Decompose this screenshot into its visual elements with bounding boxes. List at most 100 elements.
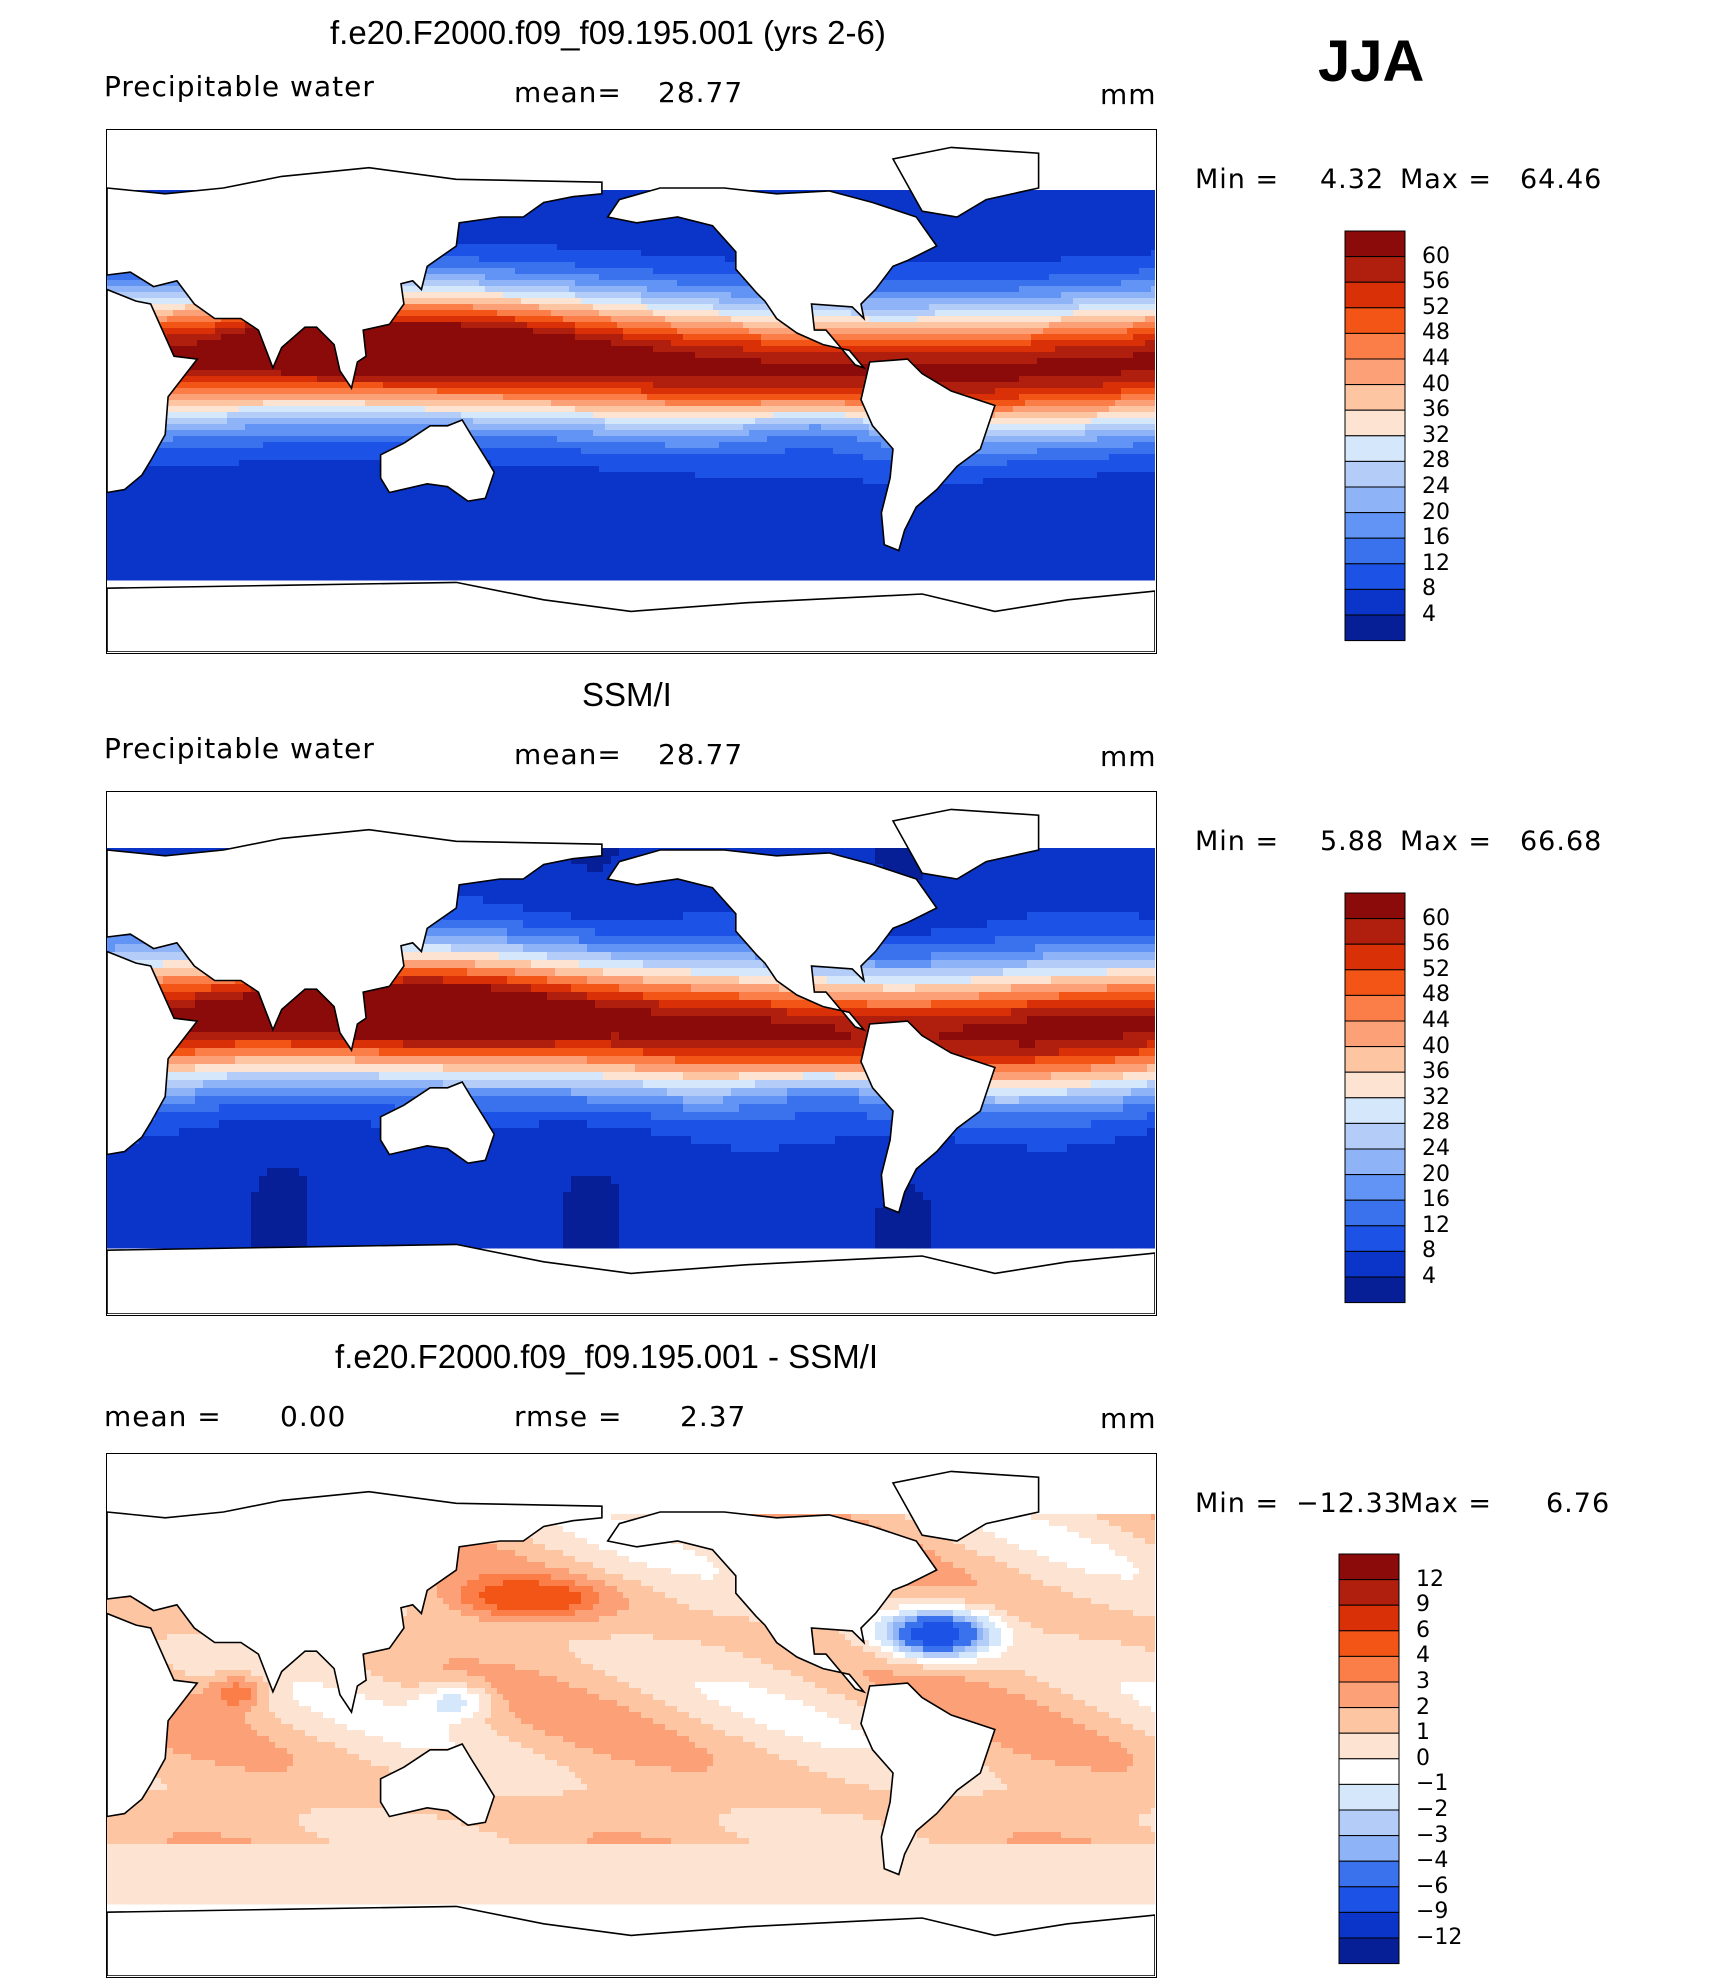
colorbar-box [1344,230,1406,258]
colorbar-tick-label: 24 [1422,474,1450,499]
colorbar-tick-label: −1 [1416,1771,1448,1796]
continent-shape [860,1682,996,1876]
panel2-mean-label: mean= [514,738,622,771]
colorbar-tick-label: 60 [1422,244,1450,269]
colorbar-box [1344,1046,1406,1073]
colorbar-tick-label: −3 [1416,1823,1448,1848]
colorbar-box [1344,409,1406,437]
panel3-min-label: Min = [1195,1488,1279,1519]
panel2-colorbar: 60 56 52 48 44 40 36 32 28 24 20 16 12 8 4 [1344,892,1484,1304]
colorbar-box [1344,1250,1406,1278]
panel2-max-value: 66.68 [1520,826,1602,857]
colorbar-tick-label: 4 [1422,602,1436,627]
colorbar-box [1338,1783,1400,1811]
colorbar-box [1338,1758,1400,1785]
panel2-min-label: Min = [1195,826,1279,857]
colorbar-tick-label: 40 [1422,372,1450,397]
continent-outlines [107,146,1155,652]
panel3-rmse-label: rmse = [514,1400,622,1433]
panel1-map-svg [107,146,1155,652]
colorbar-tick-label: 28 [1422,448,1450,473]
panel1-min-label: Min = [1195,164,1279,195]
panel1-max-label: Max = [1400,164,1492,195]
colorbar-box [1344,486,1406,514]
continent-shape [107,581,1155,652]
panel3-map [106,1453,1157,1978]
colorbar-box [1344,281,1406,309]
panel3-min-value: −12.33 [1296,1488,1402,1519]
colorbar-box [1344,1225,1406,1252]
colorbar-box [1344,588,1406,616]
colorbar-tick-label: 1 [1416,1720,1430,1745]
panel2-min-value: 5.88 [1320,826,1384,857]
colorbar-box [1344,1122,1406,1150]
colorbar-box [1344,332,1406,360]
colorbar-box [1344,1071,1406,1099]
colorbar-box [1344,256,1406,283]
colorbar-box [1344,1174,1406,1201]
colorbar-tick-label: 12 [1416,1567,1444,1592]
colorbar-tick-label: 28 [1422,1110,1450,1135]
colorbar-tick-label: 52 [1422,957,1450,982]
panel2-map [106,791,1157,1316]
colorbar-tick-label: 48 [1422,320,1450,345]
continent-shape [606,1511,938,1694]
colorbar-tick-label: −12 [1416,1925,1462,1950]
colorbar-tick-label: 44 [1422,1008,1450,1033]
panel1-title: f.e20.F2000.f09_f09.195.001 (yrs 2-6) [330,14,886,52]
colorbar-box [1338,1732,1400,1760]
panel1-mean-label: mean= [514,76,622,109]
panel2-title: SSM/I [582,676,672,714]
colorbar-box [1338,1860,1400,1888]
continent-shape [891,146,1040,218]
colorbar-tick-label: 20 [1422,1162,1450,1187]
continent-shape [891,808,1040,880]
colorbar-tick-label: 56 [1422,269,1450,294]
colorbar-box [1344,435,1406,462]
colorbar-tick-label: 8 [1422,576,1436,601]
continent-shape [860,358,996,552]
panel2-mean-value: 28.77 [658,738,743,771]
colorbar-tick-label: 32 [1422,423,1450,448]
continent-shape [860,1020,996,1214]
colorbar-box [1344,969,1406,996]
colorbar-box [1338,1809,1400,1837]
continent-shape [107,288,199,494]
colorbar-tick-label: −2 [1416,1797,1448,1822]
continent-shape [107,166,603,391]
panel1-units: mm [1100,78,1157,111]
colorbar-tick-label: 9 [1416,1592,1430,1617]
colorbar-box [1344,892,1406,920]
colorbar-tick-label: 3 [1416,1669,1430,1694]
colorbar-tick-label: 56 [1422,931,1450,956]
colorbar-tick-label: 6 [1416,1618,1430,1643]
panel3-map-svg [107,1470,1155,1976]
colorbar-tick-label: 48 [1422,982,1450,1007]
colorbar-tick-label: 36 [1422,1059,1450,1084]
panel3-title: f.e20.F2000.f09_f09.195.001 - SSM/I [335,1338,878,1376]
colorbar-tick-label: −4 [1416,1848,1448,1873]
continent-shape [107,828,603,1053]
colorbar-box [1344,1276,1406,1304]
colorbar-tick-label: 0 [1416,1746,1430,1771]
continent-shape [379,419,496,503]
colorbar-box [1344,563,1406,590]
colorbar-box [1338,1937,1400,1965]
colorbar-box [1344,307,1406,334]
colorbar-box [1338,1835,1400,1862]
colorbar-box [1338,1655,1400,1683]
colorbar-box [1344,918,1406,945]
continent-shape [379,1081,496,1165]
colorbar-box [1344,460,1406,488]
colorbar-tick-label: 24 [1422,1136,1450,1161]
colorbar-box [1344,537,1406,565]
continent-shape [107,1490,603,1715]
panel3-mean-value: 0.00 [280,1400,346,1433]
colorbar-tick-label: 32 [1422,1085,1450,1110]
colorbar-tick-label: 8 [1422,1238,1436,1263]
panel1-map [106,129,1157,654]
colorbar-box [1344,1199,1406,1227]
continent-shape [107,1612,199,1818]
panel1-min-value: 4.32 [1320,164,1384,195]
colorbar-tick-label: 12 [1422,1213,1450,1238]
